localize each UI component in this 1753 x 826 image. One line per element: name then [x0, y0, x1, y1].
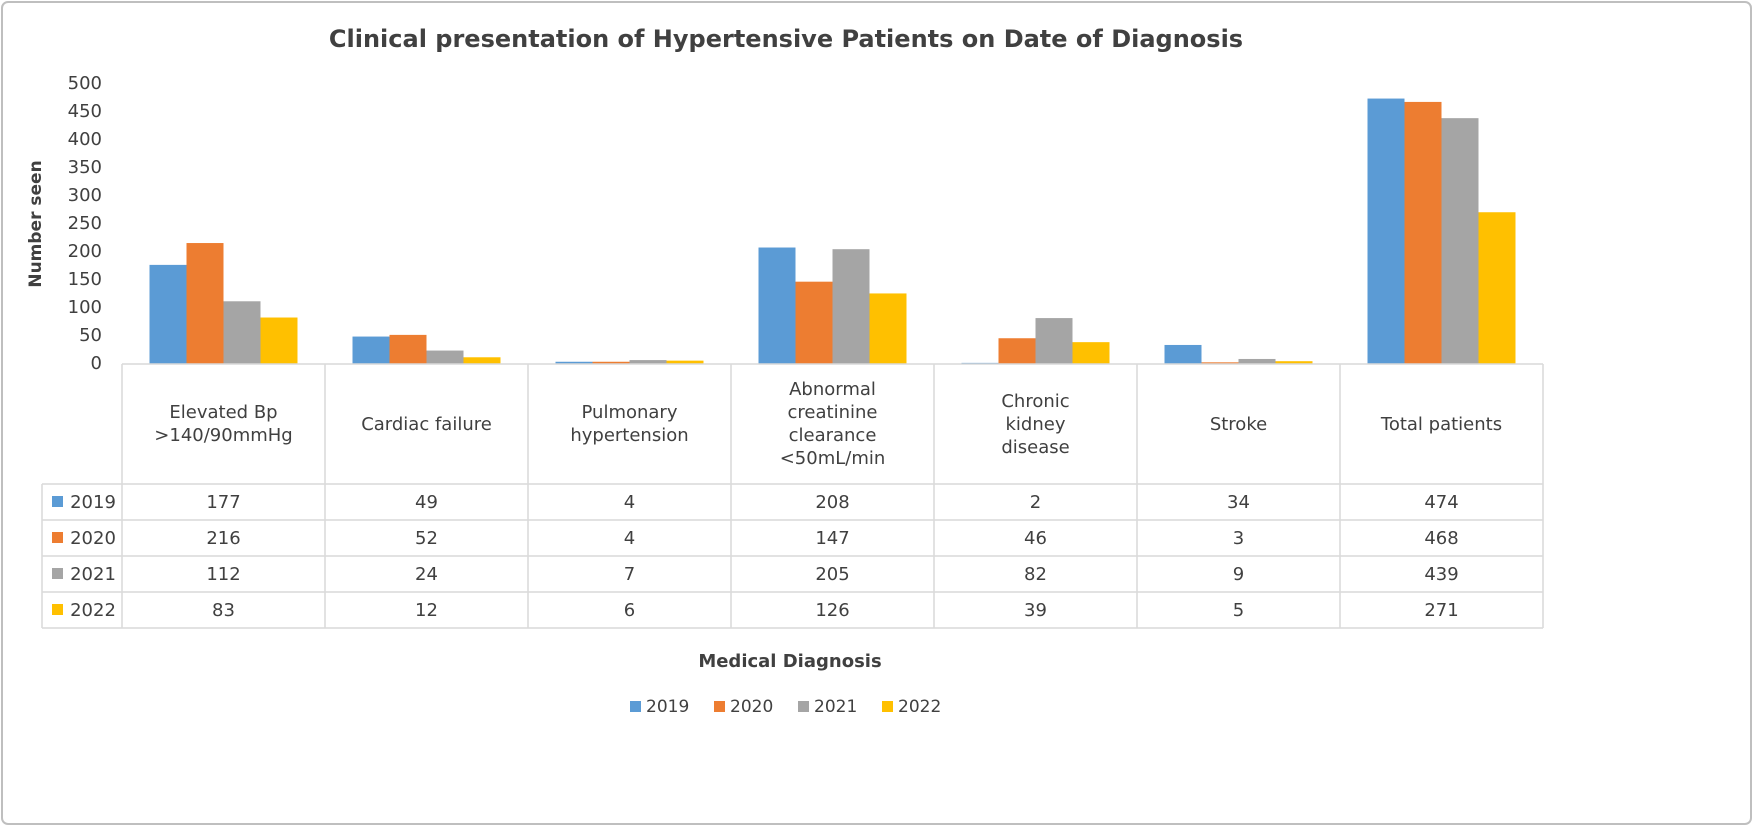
- table-value: 177: [206, 491, 241, 513]
- bar: [1367, 98, 1405, 364]
- table-value: 83: [212, 599, 235, 621]
- table-value: 9: [1232, 563, 1245, 585]
- category-label: Elevated Bp >140/90mmHg: [154, 402, 293, 446]
- legend-label: 2022: [898, 697, 941, 717]
- y-tick-label: 200: [68, 241, 102, 262]
- table-value: 7: [623, 563, 636, 585]
- bar: [758, 247, 796, 364]
- category-label: Stroke: [1209, 413, 1268, 435]
- category-label: Chronic kidney disease: [1001, 390, 1070, 458]
- bar: [1478, 212, 1516, 364]
- table-legend-swatch: [52, 496, 63, 507]
- table-value: 46: [1024, 527, 1047, 549]
- bar: [1164, 344, 1202, 364]
- table-value: 208: [815, 491, 850, 513]
- legend-swatch: [714, 701, 725, 712]
- y-tick-label: 300: [68, 185, 102, 206]
- table-value: 439: [1424, 563, 1459, 585]
- bar: [352, 336, 390, 364]
- table-legend-swatch: [52, 532, 63, 543]
- bar: [629, 360, 667, 364]
- y-tick-label: 500: [68, 73, 102, 94]
- table-value: 5: [1232, 599, 1245, 621]
- bar: [1441, 118, 1479, 364]
- table-legend-swatch: [52, 568, 63, 579]
- table-value: 4: [623, 491, 636, 513]
- bar: [832, 249, 870, 364]
- y-tick-label: 50: [79, 325, 102, 346]
- category-label: Cardiac failure: [361, 413, 492, 435]
- table-value: 147: [815, 527, 850, 549]
- bar: [1072, 342, 1110, 364]
- bar: [1238, 358, 1276, 364]
- category-label: Abnormal creatinine clearance <50mL/min: [779, 379, 886, 469]
- bar: [869, 293, 907, 364]
- y-tick-label: 450: [68, 101, 102, 122]
- bar: [389, 334, 427, 364]
- legend-label: 2019: [646, 697, 689, 717]
- table-value: 49: [415, 491, 438, 513]
- bar: [998, 338, 1036, 364]
- table-value: 12: [415, 599, 438, 621]
- y-tick-label: 250: [68, 213, 102, 234]
- table-value: 216: [206, 527, 241, 549]
- bar: [426, 350, 464, 364]
- bar: [223, 301, 261, 364]
- category-label: Pulmonary hypertension: [570, 402, 689, 446]
- bar: [592, 361, 630, 364]
- table-legend-swatch: [52, 604, 63, 615]
- bar: [1201, 362, 1239, 364]
- table-value: 112: [206, 563, 241, 585]
- table-value: 468: [1424, 527, 1459, 549]
- chart-title: Clinical presentation of Hypertensive Pa…: [329, 25, 1243, 53]
- table-value: 52: [415, 527, 438, 549]
- table-value: 205: [815, 563, 850, 585]
- bar: [1035, 318, 1073, 364]
- x-axis-label: Medical Diagnosis: [698, 651, 881, 672]
- bar: [463, 357, 501, 364]
- table-value: 126: [815, 599, 850, 621]
- table-value: 39: [1024, 599, 1047, 621]
- table-value: 6: [623, 599, 636, 621]
- legend-swatch: [882, 701, 893, 712]
- y-tick-label: 0: [91, 353, 102, 374]
- table-value: 474: [1424, 491, 1459, 513]
- table-value: 2: [1029, 491, 1042, 513]
- table-value: 3: [1232, 527, 1245, 549]
- y-tick-label: 350: [68, 157, 102, 178]
- bar: [1404, 101, 1442, 365]
- table-value: 82: [1024, 563, 1047, 585]
- bar: [1275, 361, 1313, 364]
- legend-swatch: [630, 701, 641, 712]
- y-tick-label: 150: [68, 269, 102, 290]
- legend-swatch: [798, 701, 809, 712]
- table-series-name: 2020: [70, 527, 116, 549]
- table-series-name: 2019: [70, 491, 116, 513]
- table-value: 34: [1227, 491, 1250, 513]
- legend-label: 2020: [730, 697, 773, 717]
- legend-label: 2021: [814, 697, 857, 717]
- table-series-name: 2022: [70, 599, 116, 621]
- bar: [149, 264, 187, 364]
- bar: [186, 243, 224, 364]
- y-axis-label: Number seen: [26, 160, 46, 287]
- table-series-name: 2021: [70, 563, 116, 585]
- bar: [555, 361, 593, 364]
- table-value: 4: [623, 527, 636, 549]
- category-label: Total patients: [1380, 413, 1503, 435]
- table-value: 24: [415, 563, 438, 585]
- bar: [795, 281, 833, 364]
- bar: [666, 360, 704, 364]
- y-tick-label: 100: [68, 297, 102, 318]
- y-tick-label: 400: [68, 129, 102, 150]
- bar: [260, 317, 298, 364]
- table-value: 271: [1424, 599, 1459, 621]
